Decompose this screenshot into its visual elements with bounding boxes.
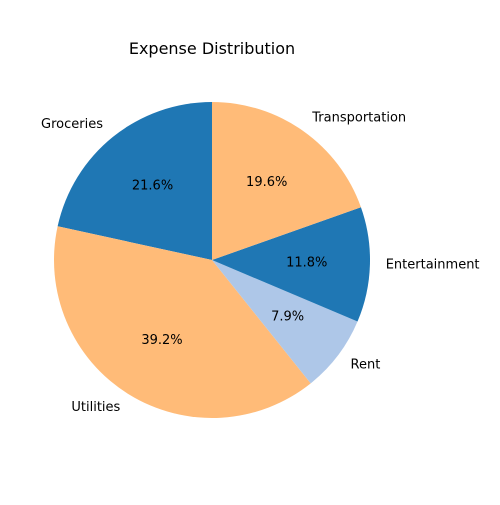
pct-label-utilities: 39.2% bbox=[141, 333, 182, 348]
pie-slice-transportation bbox=[212, 101, 361, 260]
pct-label-groceries: 21.6% bbox=[132, 179, 173, 194]
pie-slice-entertainment bbox=[212, 207, 370, 322]
pie-labels: 21.6% Groceries 39.2% Utilities 7.9% Rent 11.8… bbox=[41, 111, 480, 416]
slice-label-entertainment: Entertainment bbox=[386, 258, 480, 273]
pie-slice-rent bbox=[212, 260, 358, 384]
slice-label-transportation: Transportation bbox=[311, 111, 406, 126]
pct-label-entertainment: 11.8% bbox=[286, 255, 327, 270]
pie-slice-utilities bbox=[53, 226, 311, 419]
pie-slices bbox=[53, 101, 370, 419]
chart-title: Expense Distribution bbox=[129, 39, 295, 58]
slice-label-groceries: Groceries bbox=[41, 117, 103, 132]
pct-label-rent: 7.9% bbox=[271, 310, 304, 325]
slice-label-utilities: Utilities bbox=[71, 400, 120, 415]
pct-label-transportation: 19.6% bbox=[246, 175, 287, 190]
pie-slice-groceries bbox=[57, 102, 213, 260]
slice-label-rent: Rent bbox=[351, 357, 381, 372]
